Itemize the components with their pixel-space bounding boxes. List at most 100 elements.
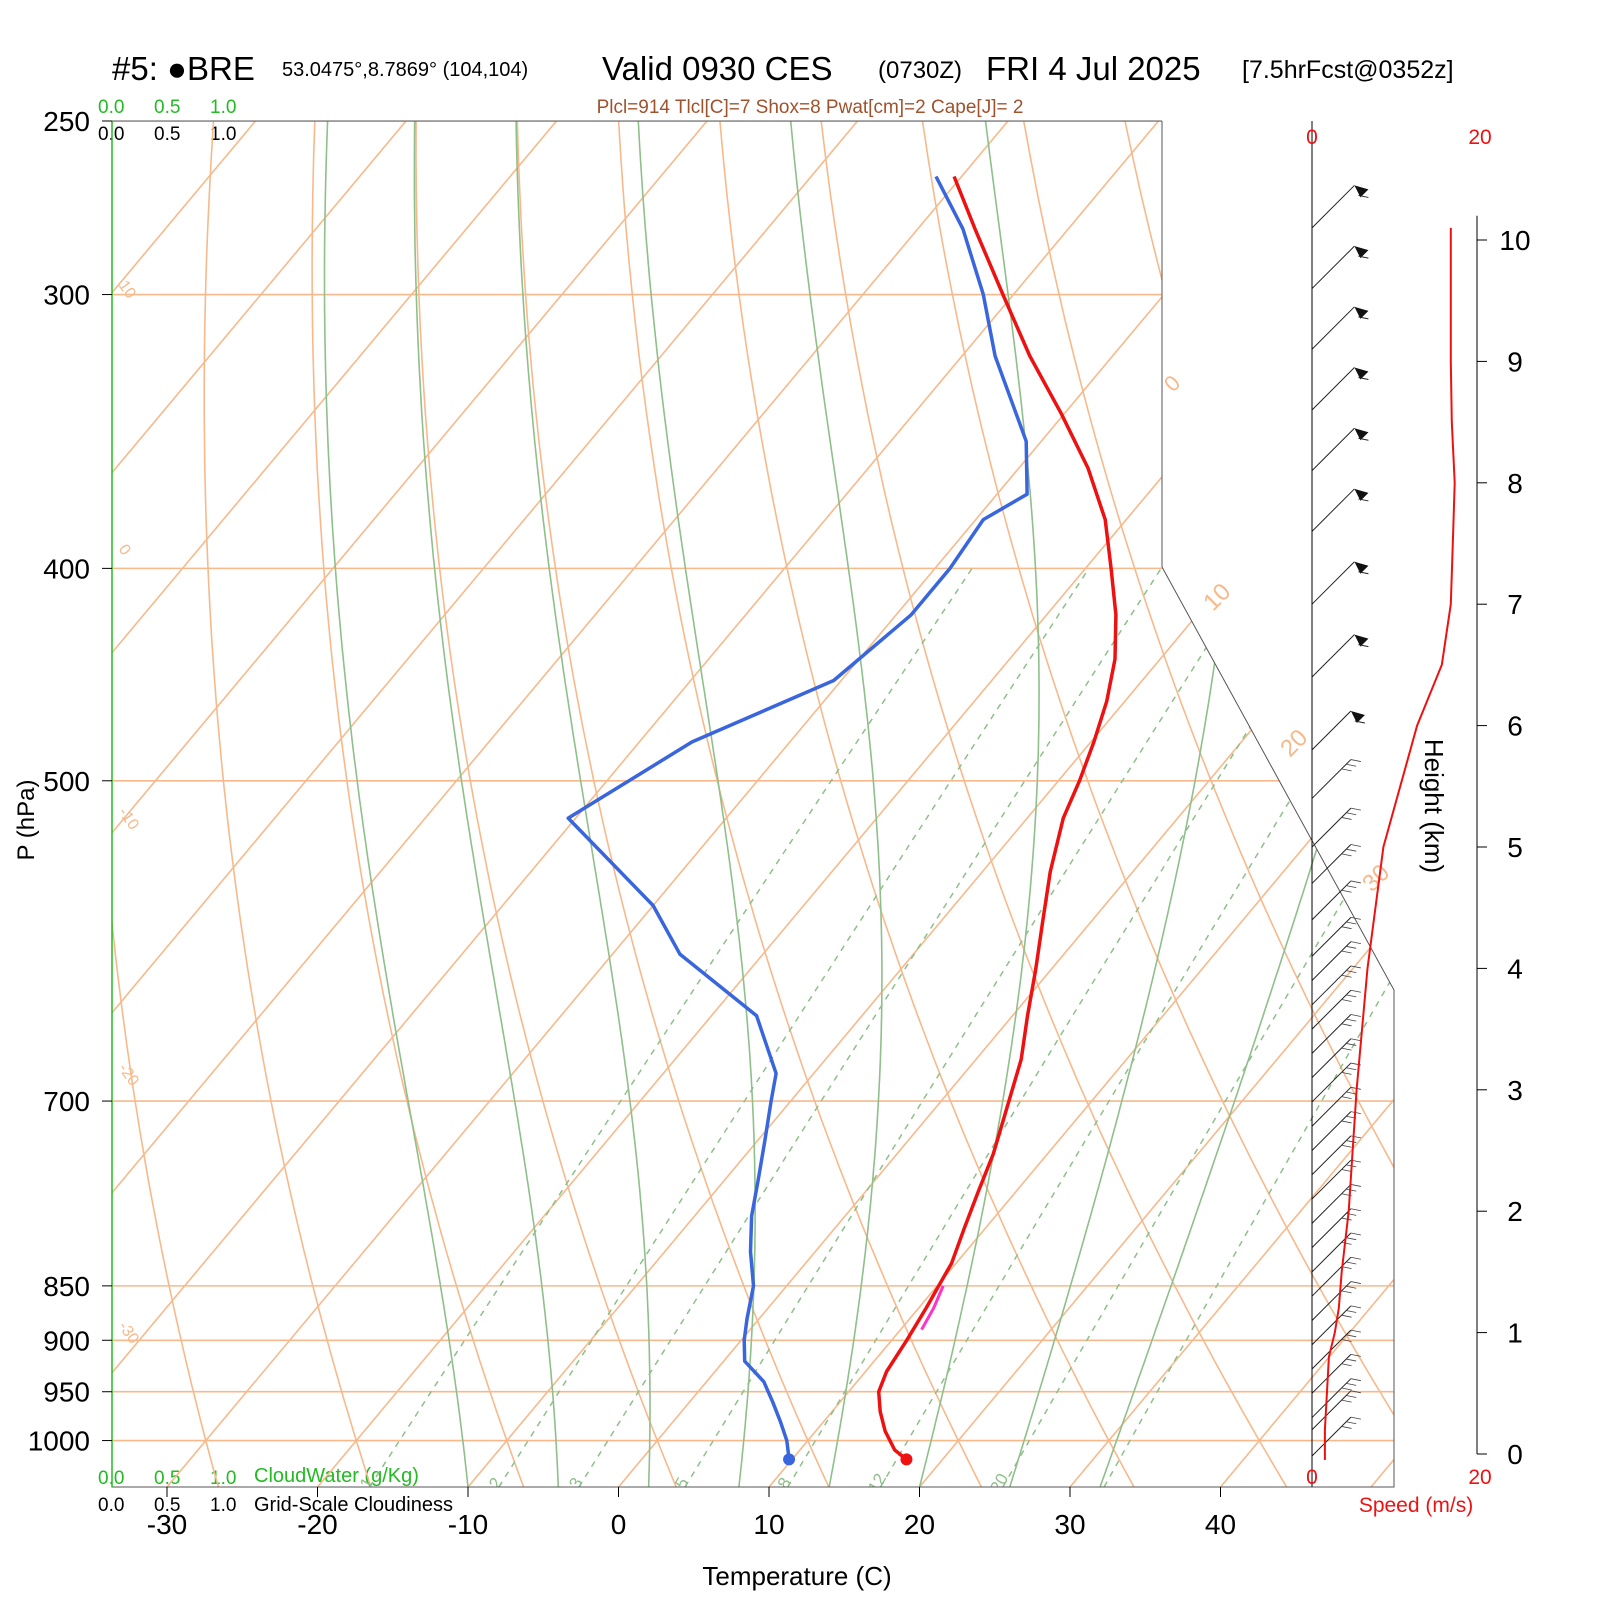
wind-barb-feather [1346,1310,1357,1313]
wind-barb-feather [1350,1184,1361,1187]
wind-barb-feather [1350,941,1361,945]
dry-adiabat-line [921,121,1394,1487]
wind-barb [1311,488,1355,532]
wind-barb [1311,1135,1352,1176]
mixing-ratio-line [1103,568,1394,1487]
pressure-tick-label: 850 [43,1271,90,1302]
wind-barb-feather [1346,848,1357,852]
mixing-ratio-line [879,568,1394,1487]
isotherm-label: 30 [1357,859,1395,897]
isotherm-line [467,121,1394,1487]
top-cloudiness-scale-1: 0.5 [154,124,180,145]
dry-adiabat-line [719,121,1135,1487]
wind-barb-feather [1350,880,1361,884]
station-label: #5: ●BRE [112,50,255,87]
wind-barb [1311,561,1355,605]
isotherm-line [112,121,1160,1487]
wind-barb-flag [1354,488,1369,501]
wind-barb [1311,759,1352,799]
bottom-cloudiness-scale-1: 0.5 [154,1495,180,1516]
wind-barb [1311,965,1352,1006]
wind-barb-feather [1346,1285,1357,1289]
wind-barb-feather [1341,889,1352,893]
wind-barb [1311,880,1352,921]
bottom-cloudiness-scale-0: 0.0 [98,1495,124,1516]
height-tick-label: 4 [1507,953,1523,984]
dry-adiabat-line [1429,121,1600,1487]
surface-temperature-marker [900,1453,913,1466]
indices-label: Plcl=914 Tlcl[C]=7 Shox=8 Pwat[cm]=2 Cap… [597,97,1024,118]
date-label: FRI 4 Jul 2025 [986,50,1201,87]
wind-barb-feather [1346,1358,1357,1362]
isotherm-line [112,121,558,1487]
wind-barb-feather [1358,437,1369,441]
moist-adiabat-line [1009,121,1240,1487]
wind-barb-feather [1341,1217,1352,1221]
wind-barb-feather [1350,1038,1361,1042]
wind-barb-feather [1341,1399,1352,1403]
forecast-label: [7.5hrFcst@0352z] [1242,56,1454,84]
bottom-cloudiness-scale-2: 1.0 [210,1495,236,1516]
wind-barb [1311,1038,1352,1079]
mixing-ratio-label: 2 [485,1474,506,1492]
isotherm-line [617,121,1394,1487]
mixing-ratio-label: 5 [671,1474,692,1492]
temperature-tick-label: -20 [297,1509,337,1540]
wind-barb-feather [1350,1014,1361,1017]
wind-barb-feather [1358,316,1369,320]
header: #5: ●BRE 53.0475°,8.7869° (104,104) Vali… [112,50,1454,118]
cloudiness-label: Grid-Scale Cloudiness [254,1494,453,1516]
wind-barb-feather [1346,885,1357,889]
wind-barb [1311,807,1352,848]
wind-barb-feather [1346,921,1357,925]
zulu-time-label: (0730Z) [878,57,962,84]
wind-barb [1311,1354,1352,1394]
dry-adiabat-line [1022,121,1394,1487]
isotherm-label: -20 [115,1061,142,1090]
wind-barb-flag [1354,367,1369,380]
height-tick-label: 7 [1507,589,1523,620]
axes: 100-10-20-300102030250300400500700850900… [28,106,1531,1540]
wind-barb-feather [1350,965,1361,969]
wind-barb-feather [1354,720,1365,724]
wind-barb [1311,989,1352,1030]
coordinates-label: 53.0475°,8.7869° (104,104) [282,59,528,81]
temperature-tick-label: -30 [147,1509,187,1540]
wind-barb-feather [1358,571,1369,575]
wind-barb-feather [1341,1241,1352,1245]
bottom-cloudwater-scale-1: 0.5 [154,1468,180,1489]
temperature-tick-label: 0 [611,1509,627,1540]
wind-barb-feather [1346,1237,1357,1241]
dry-adiabat-line [112,121,220,1487]
wind-barb-feather [1346,1395,1357,1398]
isotherm-line [1370,121,1394,1487]
wind-barb-feather [1346,763,1357,767]
wind-barb [1311,1256,1352,1297]
dry-adiabat-line [1326,121,1394,1487]
wind-barb-feather [1341,1363,1352,1367]
dry-adiabat-line [1225,121,1394,1487]
isotherm-label: 0 [1159,370,1185,396]
wind-barb-feather [1341,817,1352,820]
wind-barb-feather [1346,1067,1357,1071]
temperature-tick-label: 20 [904,1509,935,1540]
wind-barb-feather [1350,989,1361,993]
mixing-ratio-label: 12 [864,1470,890,1496]
isotherm-line [112,121,708,1487]
speed-tick-label: 0 [1306,126,1318,149]
wind-barb-feather [1341,1169,1352,1172]
moist-adiabat-line [413,121,560,1487]
cloudwater-label: CloudWater (g/Kg) [254,1465,419,1487]
height-tick-label: 9 [1507,346,1523,377]
wind-barb-flag [1354,428,1369,441]
wind-barb [1311,1062,1352,1103]
wind-barb-feather [1346,1018,1357,1022]
wind-barb-feather [1358,377,1369,381]
mixing-ratio-label: 3 [565,1474,586,1492]
pressure-tick-label: 250 [43,106,90,137]
wind-barb [1311,1281,1352,1321]
isotherm-label: -10 [115,805,142,834]
wind-barb [1311,710,1352,751]
wind-barb-feather [1350,1232,1361,1236]
